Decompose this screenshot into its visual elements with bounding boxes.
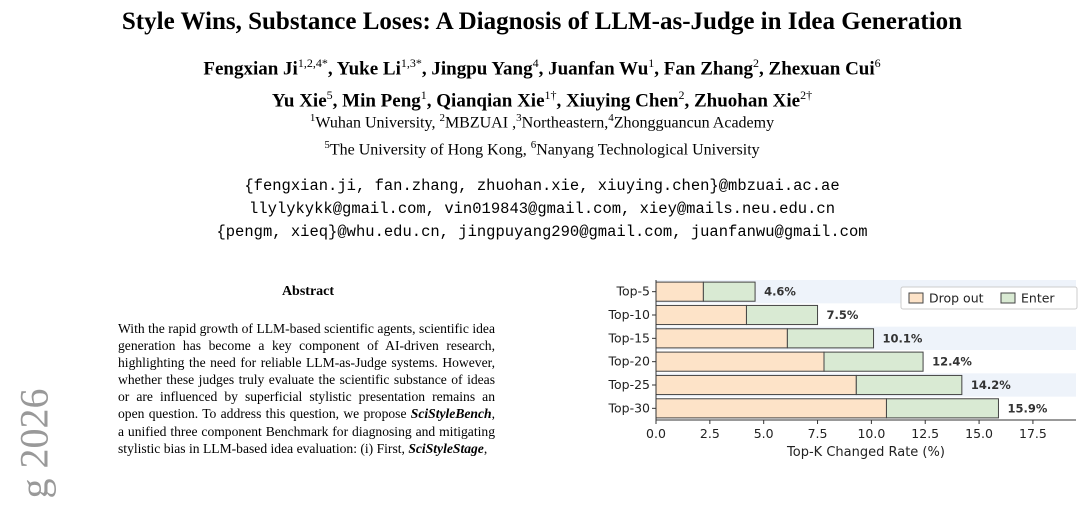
author-name: Yu Xie <box>271 90 327 112</box>
bar-drop-out <box>655 374 857 396</box>
legend-swatch <box>1000 292 1016 304</box>
bar-total-label: 10.1% <box>883 331 923 345</box>
bar-drop-out <box>655 398 887 419</box>
affiliation-text: The University of Hong Kong, <box>329 141 531 159</box>
abstract-heading: Abstract <box>281 284 335 299</box>
author-sup: 6 <box>874 56 881 70</box>
email-block: {fengxian.ji, fan.zhang, zhuohan.xie, xi… <box>0 175 1084 244</box>
bar-drop-out <box>655 328 788 349</box>
author-sup: 2† <box>800 88 813 103</box>
author-sup: 5 <box>326 88 333 103</box>
x-tick-label: 0.0 <box>646 426 666 441</box>
author-name: Xiuying Chen <box>566 90 679 112</box>
author-name: Zhexuan Cui <box>768 58 875 80</box>
author-name: Qianqian Xie <box>436 90 545 112</box>
bar-enter <box>745 304 819 326</box>
author-sup: 1,2,4* <box>297 56 328 70</box>
email-line-1: {fengxian.ji, fan.zhang, zhuohan.xie, xi… <box>244 177 840 195</box>
author-name: Min Peng <box>342 90 421 112</box>
bar-total-label: 15.9% <box>1007 401 1047 415</box>
author-name: Fengxian Ji <box>203 58 298 80</box>
stage-name: SciStyleStage <box>408 440 484 456</box>
affiliation-sup: 5 <box>324 139 330 152</box>
author-sup: 1† <box>544 88 557 103</box>
affiliation-text: Nanyang Technological University <box>536 141 760 159</box>
author-name: Yuke Li <box>336 58 401 80</box>
author-sup: 1,3* <box>400 56 422 70</box>
x-axis-label: Top-K Changed Rate (%) <box>786 445 945 460</box>
abstract-text-2: , a unified three component Benchmark fo… <box>118 406 495 456</box>
author-name: Zhuohan Xie <box>693 90 801 112</box>
chart-svg: 4.6% Top-5 7.5% Top-10 10.1% Top-15 12.4% Top-2… <box>607 280 1078 460</box>
legend-swatch <box>908 292 924 304</box>
category-label: Top-30 <box>607 400 650 415</box>
bar-enter <box>823 351 924 372</box>
author-name: Fan Zhang <box>663 58 754 80</box>
x-tick-label: 10.0 <box>857 426 885 441</box>
category-label: Top-25 <box>607 377 650 392</box>
author-sup: 2 <box>678 88 685 103</box>
affiliation-sup: 1 <box>309 112 316 124</box>
affiliations: 1Wuhan University, 2MBZUAI ,3Northeaster… <box>0 107 1084 162</box>
category-label: Top-5 <box>615 284 650 299</box>
changed-rate-chart: 4.6% Top-5 7.5% Top-10 10.1% Top-15 12.4% Top-2… <box>596 272 1084 492</box>
bar-drop-out <box>655 281 704 302</box>
legend-label: Drop out <box>929 291 984 306</box>
email-line-2: llylykykk@gmail.com, vin019843@gmail.com… <box>249 200 835 218</box>
x-tick-label: 2.5 <box>700 426 720 441</box>
x-tick-label: 7.5 <box>808 426 828 441</box>
category-label: Top-20 <box>607 354 650 369</box>
category-label: Top-10 <box>607 307 650 322</box>
category-label: Top-15 <box>607 330 650 345</box>
author-line-2: Yu Xie5, Min Peng1, Qianqian Xie1†, Xiuy… <box>271 88 813 112</box>
bar-total-label: 7.5% <box>827 308 859 322</box>
abstract-text-3: , <box>483 440 488 456</box>
bar-enter <box>885 398 999 419</box>
author-name: Jingpu Yang <box>431 58 533 80</box>
bar-total-label: 12.4% <box>932 355 972 369</box>
bar-enter <box>702 281 756 302</box>
legend-label: Enter <box>1021 291 1055 306</box>
x-tick-label: 5.0 <box>754 426 774 441</box>
author-sup: 1 <box>420 88 427 103</box>
bar-total-label: 4.6% <box>764 285 796 299</box>
bar-enter <box>786 328 875 349</box>
author-sup: 1 <box>648 56 655 70</box>
legend-box <box>900 286 1078 310</box>
abstract-body: With the rapid growth of LLM-based scien… <box>118 320 495 457</box>
author-sup: 4 <box>532 56 539 70</box>
author-name: Juanfan Wu <box>548 58 649 80</box>
author-line-1: Fengxian Ji1,2,4*, Yuke Li1,3*, Jingpu Y… <box>203 56 881 80</box>
benchmark-name: SciStyleBench <box>410 406 492 422</box>
bar-drop-out <box>655 351 825 372</box>
bar-enter <box>855 374 963 396</box>
affiliation-sup: 2 <box>439 112 445 124</box>
x-tick-label: 15.0 <box>965 426 993 441</box>
affiliation-text: Wuhan University, <box>315 114 440 132</box>
email-line-3: {pengm, xieq}@whu.edu.cn, jingpuyang290@… <box>216 223 868 241</box>
x-tick-label: 12.5 <box>911 426 939 441</box>
affiliation-line-2: 5The University of Hong Kong, 6Nanyang T… <box>0 134 1084 161</box>
x-tick-label: 17.5 <box>1019 426 1047 441</box>
affiliation-sup: 3 <box>516 112 522 124</box>
affiliation-sup: 4 <box>608 112 614 124</box>
affiliation-line-1: 1Wuhan University, 2MBZUAI ,3Northeaster… <box>0 107 1084 134</box>
abstract-text-1: With the rapid growth of LLM-based scien… <box>118 321 495 422</box>
affiliation-text: MBZUAI , <box>444 114 517 132</box>
affiliation-text: Northeastern, <box>521 114 609 132</box>
margin-watermark: g 2026 <box>11 388 57 499</box>
affiliation-text: Zhongguancun Academy <box>613 114 775 132</box>
paper-title: Style Wins, Substance Loses: A Diagnosis… <box>121 8 963 35</box>
author-list: Fengxian Ji1,2,4*, Yuke Li1,3*, Jingpu Y… <box>0 50 1084 115</box>
author-sup: 2 <box>753 56 760 70</box>
bar-total-label: 14.2% <box>971 378 1011 392</box>
bar-drop-out <box>655 304 747 326</box>
affiliation-sup: 6 <box>530 139 537 152</box>
